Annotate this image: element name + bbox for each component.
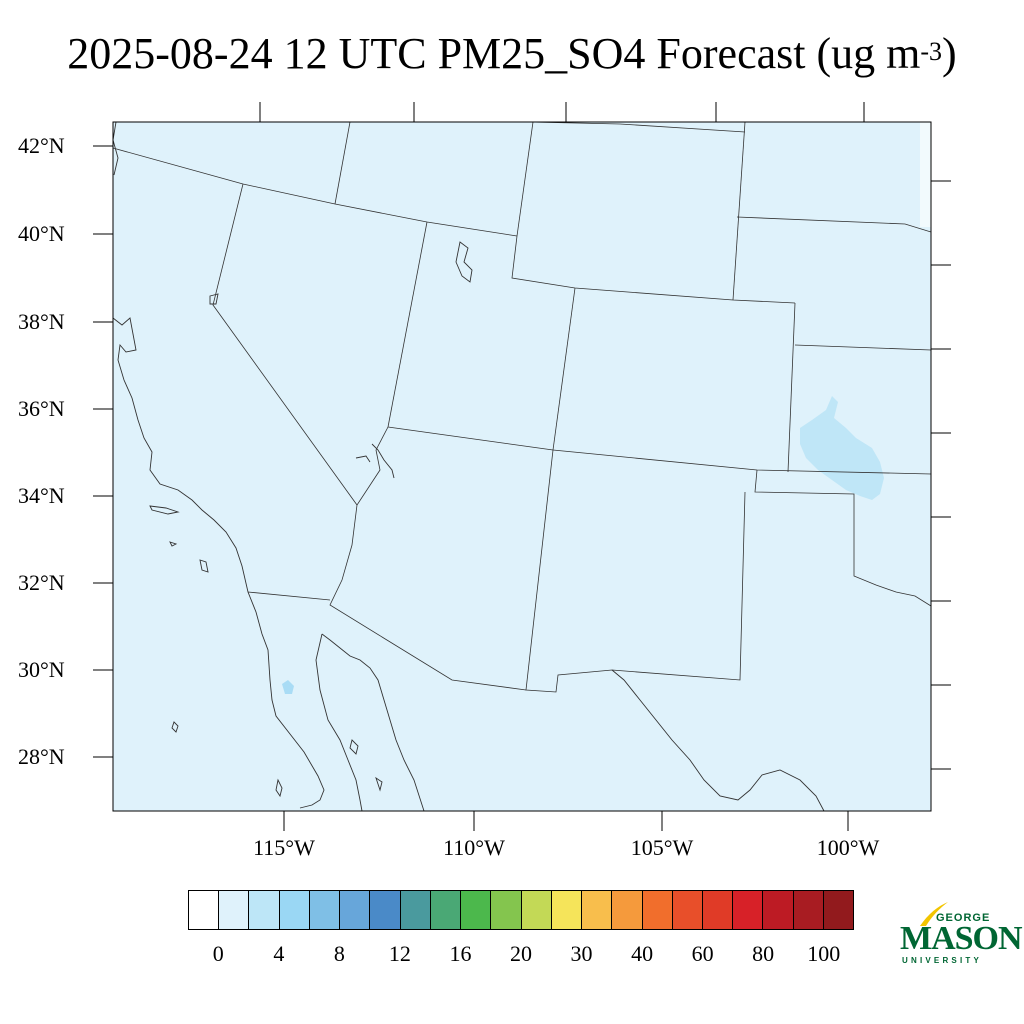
- title-text: 2025-08-24 12 UTC PM25_SO4 Forecast (ug …: [67, 29, 921, 78]
- colorbar-swatch: [189, 891, 220, 929]
- lat-label-28: 28°N: [18, 744, 65, 769]
- coastlines: [112, 121, 825, 812]
- title-superscript: -3: [920, 37, 943, 66]
- colorbar-swatch: [491, 891, 522, 929]
- map-background: [113, 122, 931, 811]
- lon-label-105: 105°W: [630, 835, 694, 860]
- lon-label-110: 110°W: [443, 835, 505, 860]
- lon-label-115: 115°W: [253, 835, 315, 860]
- colorbar-swatch: [219, 891, 250, 929]
- colorbar-swatch: [430, 891, 462, 929]
- bottom-ticks: [283, 811, 849, 831]
- colorbar-swatch: [279, 891, 310, 929]
- left-ticks: [93, 145, 113, 758]
- colorbar-tick-label: 80: [752, 941, 775, 966]
- colorbar-swatch: [461, 891, 492, 929]
- colorbar-tick-label: 12: [388, 941, 411, 966]
- logo-george: GEORGE: [936, 912, 991, 924]
- colorbar-tick-label: 100: [807, 941, 841, 966]
- map-edge-strip: [920, 122, 931, 227]
- colorbar-swatch: [733, 891, 764, 929]
- colorbar-tick-label: 20: [510, 941, 532, 966]
- colorbar-swatch: [793, 891, 824, 929]
- logo-swoosh-icon: [920, 902, 948, 926]
- colorbar-tick-label: 8: [333, 941, 345, 966]
- colorbar-tick-label: 4: [273, 941, 285, 966]
- map-frame: [112, 121, 932, 812]
- lat-label-40: 40°N: [18, 221, 65, 246]
- logo-mason: MASON: [900, 920, 1023, 957]
- colorbar-swatch: [612, 891, 643, 929]
- colorbar: [188, 890, 854, 930]
- state-boundaries: [112, 121, 932, 693]
- lat-label-30: 30°N: [18, 657, 65, 682]
- lat-label-36: 36°N: [18, 396, 65, 421]
- colorbar-swatch: [400, 891, 431, 929]
- colorbar-tick-label: 30: [570, 941, 593, 966]
- gmu-logo: GEORGE MASON UNIVERSITY: [898, 900, 1023, 970]
- colorbar-swatch: [823, 891, 854, 929]
- lat-label-32: 32°N: [18, 570, 65, 595]
- colorbar-swatch: [702, 891, 734, 929]
- lon-label-100: 100°W: [816, 835, 880, 860]
- lat-label-42: 42°N: [18, 133, 65, 158]
- colorbar-swatch: [672, 891, 703, 929]
- concentration-patch: [800, 396, 884, 500]
- colorbar-swatch: [642, 891, 673, 929]
- colorbar-tick-label: 40: [631, 941, 654, 966]
- logo-university: UNIVERSITY: [902, 956, 983, 965]
- colorbar-swatch: [249, 891, 280, 929]
- colorbar-tick-label: 0: [212, 941, 224, 966]
- colorbar-swatch: [370, 891, 401, 929]
- colorbar-tick-label: 16: [449, 941, 472, 966]
- title-closing: ): [942, 29, 957, 78]
- colorbar-swatch: [340, 891, 371, 929]
- colorbar-swatch: [763, 891, 794, 929]
- map-title: 2025-08-24 12 UTC PM25_SO4 Forecast (ug …: [0, 26, 1024, 88]
- colorbar-swatch: [521, 891, 552, 929]
- lat-label-38: 38°N: [18, 309, 65, 334]
- right-ticks: [931, 180, 951, 770]
- colorbar-swatch: [551, 891, 583, 929]
- lat-label-34: 34°N: [18, 483, 65, 508]
- colorbar-swatch: [309, 891, 341, 929]
- top-ticks: [259, 102, 865, 122]
- colorbar-tick-label: 60: [691, 941, 714, 966]
- concentration-patch-small: [282, 680, 294, 694]
- colorbar-swatch: [582, 891, 613, 929]
